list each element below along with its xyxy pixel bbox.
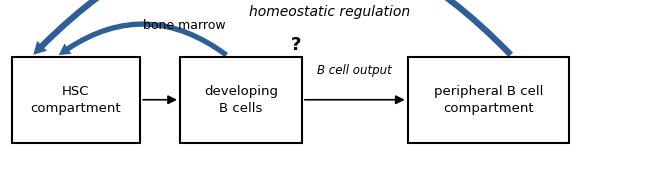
Bar [180, 57, 302, 143]
Text: developing
B cells: developing B cells [204, 85, 278, 115]
Bar [12, 57, 141, 143]
Bar [407, 57, 569, 143]
Text: peripheral B cell
compartment: peripheral B cell compartment [434, 85, 543, 115]
Text: ?: ? [290, 36, 301, 54]
FancyArrowPatch shape [59, 21, 228, 57]
FancyArrowPatch shape [33, 0, 513, 57]
Text: HSC
compartment: HSC compartment [30, 85, 121, 115]
Text: B cell output: B cell output [317, 64, 392, 77]
Text: bone marrow: bone marrow [143, 19, 226, 32]
Text: homeostatic regulation: homeostatic regulation [249, 5, 411, 19]
